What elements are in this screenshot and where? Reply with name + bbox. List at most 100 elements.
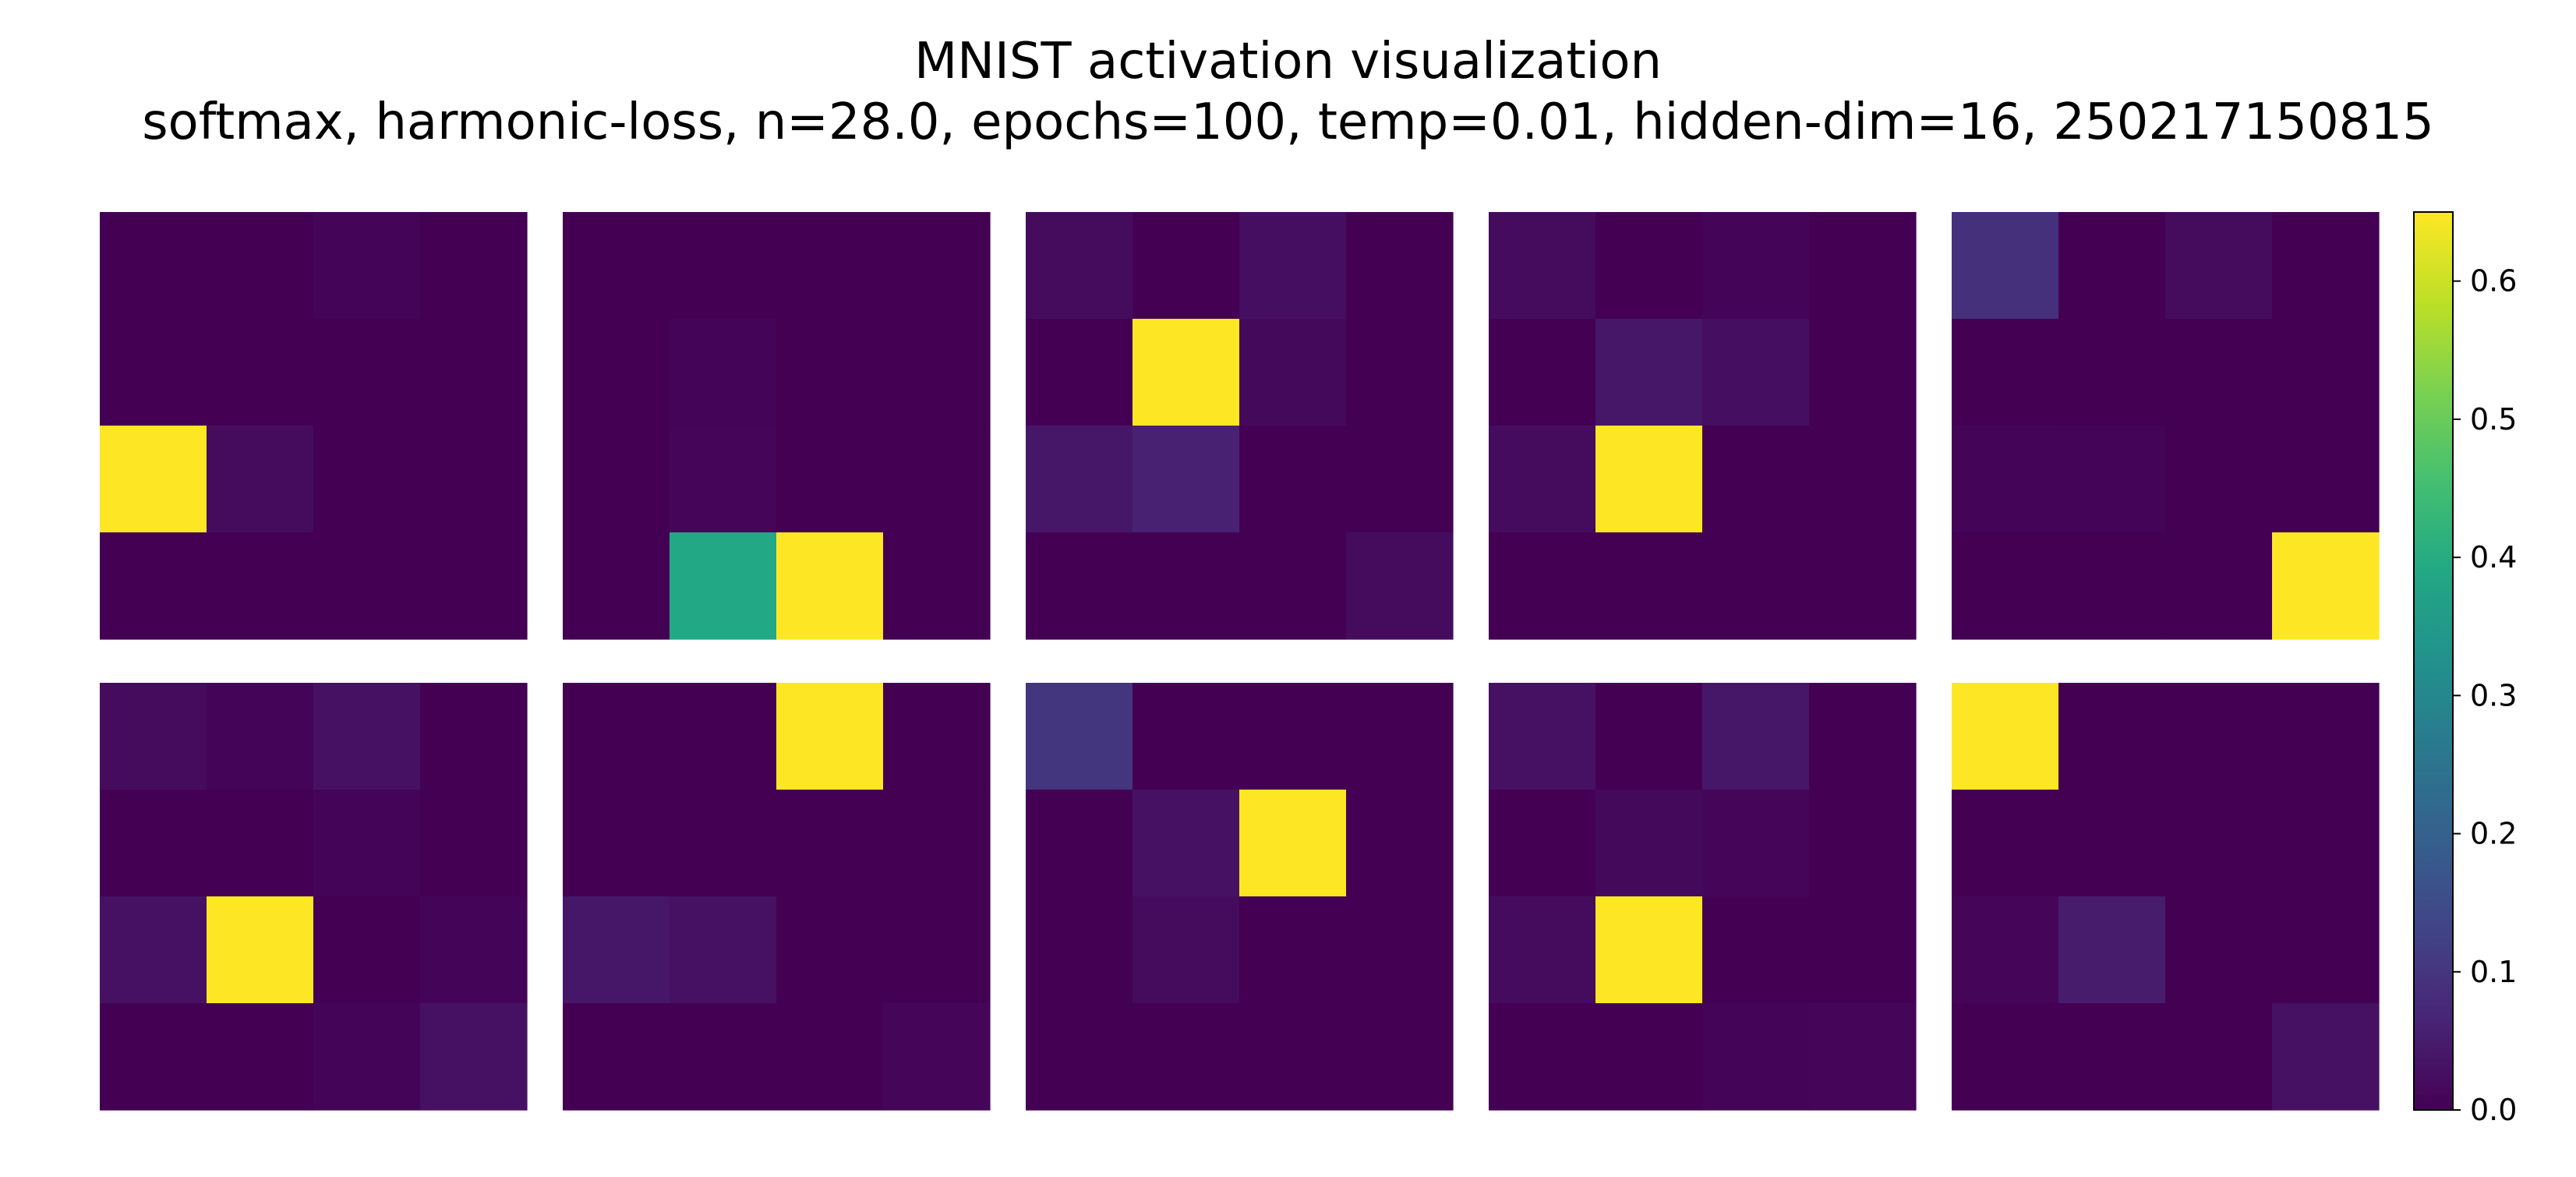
heatmap-cell [2165,532,2273,640]
heatmap-cell [1489,426,1596,533]
heatmap-cell [100,790,207,897]
heatmap-cell [1133,319,1240,426]
heatmap-cell [1702,212,1810,320]
heatmap-cell [1346,212,1454,320]
heatmap-cell [1952,426,2059,533]
colorbar-tick-label: 0.2 [2470,817,2517,851]
heatmap-cell [1952,532,2059,640]
heatmap-cell [1489,532,1596,640]
heatmap-cell [1952,319,2059,426]
heatmap-cell [2058,532,2166,640]
heatmap-panel-6 [100,683,528,1111]
colorbar-tick-label: 0.6 [2470,264,2517,299]
heatmap-cell [670,896,777,1004]
heatmap-cell [420,683,528,790]
heatmap-cell [2058,683,2166,790]
heatmap-cell [1595,212,1703,320]
heatmap-cell [1489,683,1596,790]
heatmap-cell [776,212,884,320]
heatmap-panel-8 [1026,683,1454,1111]
heatmap-cell [100,426,207,533]
heatmap-cell [313,426,421,533]
heatmap-cell [2058,426,2166,533]
heatmap-cell [1809,426,1917,533]
heatmap-cell [776,896,884,1004]
colorbar-gradient [2414,212,2453,1110]
heatmap-cell [207,319,314,426]
heatmap-cell [2272,1003,2380,1111]
heatmap-cell [420,896,528,1004]
heatmap-cell [883,319,991,426]
heatmap-cell [1026,1003,1133,1111]
heatmap-cell [1809,532,1917,640]
heatmap-cell [883,790,991,897]
heatmap-cell [1489,790,1596,897]
heatmap-panel-1 [100,212,528,640]
heatmap-cell [207,426,314,533]
heatmap-cell [883,426,991,533]
heatmap-cell [883,532,991,640]
heatmap-cell [1595,319,1703,426]
heatmap-cell [2272,319,2380,426]
heatmap-cell [776,319,884,426]
heatmap-cell [313,683,421,790]
heatmap-cell [776,790,884,897]
heatmap-panel-7 [563,683,991,1111]
heatmap-cell [1346,896,1454,1004]
heatmap-cell [100,319,207,426]
heatmap-cell [1346,319,1454,426]
heatmap-cell [100,683,207,790]
heatmap-cell [100,896,207,1004]
heatmap-cell [313,896,421,1004]
heatmap-cell [420,1003,528,1111]
heatmap-cell [670,790,777,897]
heatmap-cell [420,790,528,897]
heatmap-cell [563,683,670,790]
heatmap-cell [2272,426,2380,533]
heatmap-cell [2165,319,2273,426]
heatmap-cell [313,790,421,897]
heatmap-cell [1489,319,1596,426]
heatmap-cell [670,683,777,790]
heatmap-cell [1952,790,2059,897]
heatmap-cell [1809,683,1917,790]
heatmap-cell [207,1003,314,1111]
heatmap-cell [1239,683,1347,790]
heatmap-cell [1239,212,1347,320]
heatmap-cell [100,532,207,640]
heatmap-panels [100,212,2380,1111]
heatmap-cell [670,1003,777,1111]
heatmap-cell [1702,1003,1810,1111]
heatmap-cell [563,532,670,640]
colorbar-tick-label: 0.4 [2470,540,2517,574]
heatmap-panel-4 [1489,212,1917,640]
heatmap-cell [1133,896,1240,1004]
heatmap-cell [1026,896,1133,1004]
heatmap-cell [563,1003,670,1111]
heatmap-cell [2058,212,2166,320]
heatmap-cell [1133,1003,1240,1111]
colorbar-tick-label: 0.3 [2470,678,2517,712]
heatmap-cell [1809,790,1917,897]
heatmap-cell [1489,896,1596,1004]
heatmap-cell [2165,1003,2273,1111]
heatmap-cell [1952,896,2059,1004]
heatmap-cell [420,532,528,640]
heatmap-cell [670,532,777,640]
heatmap-cell [1026,683,1133,790]
heatmap-cell [1702,426,1810,533]
heatmap-cell [207,683,314,790]
heatmap-cell [1346,683,1454,790]
colorbar-tick-label: 0.5 [2470,402,2517,437]
heatmap-cell [563,426,670,533]
heatmap-cell [1026,426,1133,533]
heatmap-cell [1239,426,1347,533]
heatmap-cell [313,319,421,426]
heatmap-panel-5 [1952,212,2380,640]
heatmap-cell [100,212,207,320]
heatmap-cell [420,212,528,320]
heatmap-cell [563,790,670,897]
heatmap-cell [1809,212,1917,320]
heatmap-cell [1346,1003,1454,1111]
